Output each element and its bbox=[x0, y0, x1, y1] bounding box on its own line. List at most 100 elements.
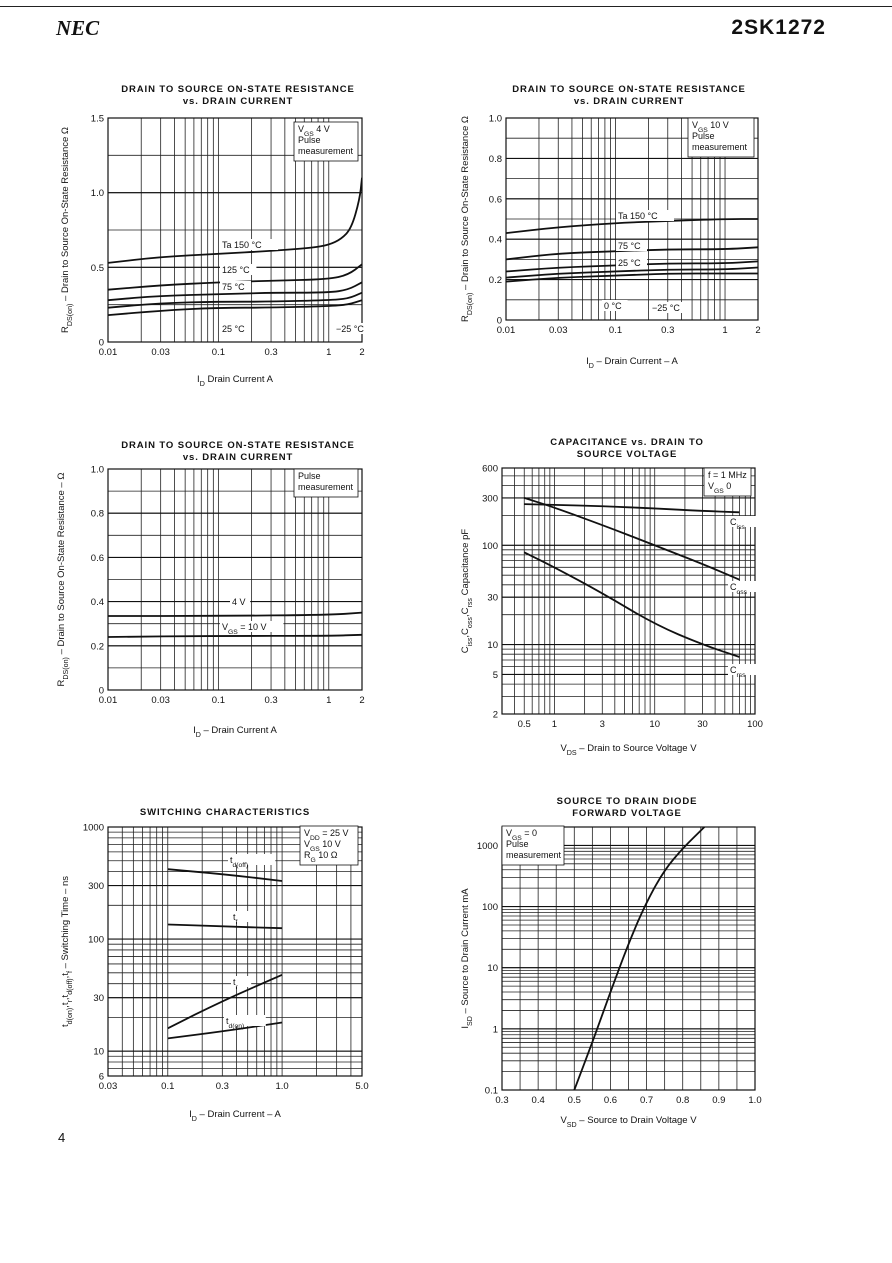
series-line-1 bbox=[506, 246, 758, 261]
condition-text: measurement bbox=[506, 850, 562, 860]
curve-label: td(on)​ bbox=[226, 1016, 244, 1030]
x-tick-label: 0.03 bbox=[151, 695, 170, 706]
chart-title: vs. DRAIN CURRENT bbox=[183, 452, 293, 463]
part-number: 2SK1272 bbox=[731, 16, 826, 39]
y-axis-label: RDS(on)​ – Drain to Source On-State Resi… bbox=[56, 473, 70, 687]
page-number: 4 bbox=[58, 1130, 66, 1145]
condition-text: Pulse bbox=[692, 131, 715, 141]
series-line-2 bbox=[523, 551, 740, 658]
series-line-4 bbox=[108, 299, 362, 316]
series-line-0 bbox=[108, 611, 362, 617]
x-tick-label: 0.8 bbox=[676, 1095, 689, 1106]
x-tick-label: 1 bbox=[326, 695, 331, 706]
x-tick-label: 0.1 bbox=[609, 325, 622, 336]
series-line-0 bbox=[108, 177, 362, 264]
y-tick-label: 1000 bbox=[83, 823, 104, 834]
condition-text: f = 1 MHz bbox=[708, 470, 747, 480]
x-tick-label: 1 bbox=[326, 347, 331, 358]
series-line-1 bbox=[523, 497, 740, 581]
x-tick-label: 2 bbox=[359, 695, 364, 706]
curve-label: 75 °C bbox=[618, 241, 641, 251]
curve-label: td(off)​ bbox=[230, 855, 248, 869]
series-line-0 bbox=[573, 827, 706, 1090]
x-axis-label: ID​ – Drain Current A bbox=[193, 725, 277, 739]
x-axis-label: ID​ – Drain Current – A bbox=[189, 1109, 281, 1123]
series-line-3 bbox=[108, 291, 362, 309]
chart-title: vs. DRAIN CURRENT bbox=[574, 96, 684, 107]
y-tick-label: 0.8 bbox=[489, 154, 502, 165]
chart-title: DRAIN TO SOURCE ON-STATE RESISTANCE bbox=[512, 84, 745, 95]
y-axis-label: ISD​ – Source to Drain Current mA bbox=[460, 888, 474, 1029]
x-tick-label: 3 bbox=[600, 719, 605, 730]
curve-label: −25 °C bbox=[336, 324, 364, 334]
y-tick-label: 0 bbox=[497, 316, 502, 327]
y-tick-label: 30 bbox=[93, 993, 104, 1004]
chart-title: DRAIN TO SOURCE ON-STATE RESISTANCE bbox=[121, 440, 354, 451]
condition-text: VGS​ 10 V bbox=[692, 120, 729, 134]
y-tick-label: 0 bbox=[99, 686, 104, 697]
y-tick-label: 0.6 bbox=[489, 194, 502, 205]
series-line-2 bbox=[108, 281, 362, 302]
y-tick-label: 6 bbox=[99, 1072, 104, 1083]
x-tick-label: 0.3 bbox=[264, 695, 277, 706]
y-tick-label: 300 bbox=[88, 881, 104, 892]
y-axis-label: td(on)​,tr​,td(off)​,tf​ – Switching Tim… bbox=[60, 876, 74, 1027]
x-axis-label: ID​ Drain Current A bbox=[197, 374, 274, 388]
curve-label: tr​ bbox=[233, 977, 239, 991]
x-tick-label: 2 bbox=[755, 325, 760, 336]
x-axis-label: VDS​ – Drain to Source Voltage V bbox=[560, 743, 697, 757]
x-tick-label: 1 bbox=[722, 325, 727, 336]
y-tick-label: 0.2 bbox=[489, 275, 502, 286]
chart-title: CAPACITANCE vs. DRAIN TO bbox=[550, 437, 704, 448]
x-tick-label: 0.01 bbox=[99, 347, 118, 358]
series-line-0 bbox=[167, 868, 283, 882]
chart-title: SOURCE VOLTAGE bbox=[577, 449, 677, 460]
y-axis-label: Ciss​,Coss​,Crss​ Capacitance pF bbox=[460, 529, 474, 654]
condition-text: VGS​ 0 bbox=[708, 481, 731, 495]
y-axis-label: RDS(on)​ – Drain to Source On-State Resi… bbox=[60, 127, 74, 333]
chart-title: SOURCE TO DRAIN DIODE bbox=[557, 796, 698, 807]
curve-label: tf​ bbox=[233, 912, 238, 926]
condition-text: VDD​ = 25 V bbox=[304, 828, 349, 842]
chart-title: DRAIN TO SOURCE ON-STATE RESISTANCE bbox=[121, 84, 354, 95]
condition-text: measurement bbox=[692, 142, 748, 152]
x-tick-label: 0.6 bbox=[604, 1095, 617, 1106]
curve-label: Ta 150 °C bbox=[618, 211, 658, 221]
chart-title: FORWARD VOLTAGE bbox=[572, 808, 682, 819]
series-line-2 bbox=[167, 973, 283, 1030]
condition-text: measurement bbox=[298, 482, 354, 492]
curve-label: VGS​ = 10 V bbox=[222, 622, 267, 636]
x-tick-label: 0.9 bbox=[712, 1095, 725, 1106]
x-tick-label: 0.03 bbox=[549, 325, 568, 336]
curve-label: −25 °C bbox=[652, 303, 680, 313]
x-tick-label: 0.3 bbox=[661, 325, 674, 336]
grid bbox=[502, 827, 755, 1090]
y-tick-label: 100 bbox=[88, 935, 104, 946]
y-tick-label: 1 bbox=[493, 1024, 498, 1035]
x-tick-label: 0.1 bbox=[212, 347, 225, 358]
y-tick-label: 30 bbox=[487, 593, 498, 604]
x-tick-label: 0.1 bbox=[161, 1081, 174, 1092]
x-tick-label: 2 bbox=[359, 347, 364, 358]
x-tick-label: 0.7 bbox=[640, 1095, 653, 1106]
x-tick-label: 1.0 bbox=[275, 1081, 288, 1092]
y-tick-label: 10 bbox=[93, 1047, 104, 1058]
grid bbox=[108, 469, 362, 690]
y-tick-label: 10 bbox=[487, 963, 498, 974]
curve-label: 25 °C bbox=[618, 258, 641, 268]
y-tick-label: 1.0 bbox=[91, 465, 104, 476]
plot-frame bbox=[107, 826, 363, 1077]
y-axis-label: RDS(on)​ – Drain to Source On-State Resi… bbox=[460, 116, 474, 322]
y-tick-label: 0 bbox=[99, 338, 104, 349]
x-tick-label: 0.03 bbox=[99, 1081, 118, 1092]
plot-frame bbox=[107, 468, 363, 691]
curve-label: 125 °C bbox=[222, 265, 250, 275]
x-tick-label: 0.1 bbox=[212, 695, 225, 706]
